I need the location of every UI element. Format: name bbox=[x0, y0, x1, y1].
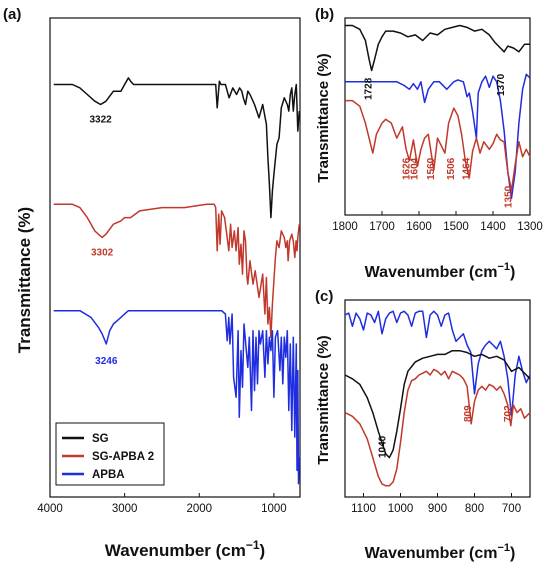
x-tick-label: 1500 bbox=[443, 221, 469, 233]
panel-c-y-axis-title: Transmittance (%) bbox=[315, 335, 332, 464]
series-apba-line bbox=[344, 310, 531, 418]
series-apba-line bbox=[53, 309, 301, 485]
x-tick-label: 1400 bbox=[480, 221, 506, 233]
x-tick-label: 1300 bbox=[517, 221, 543, 233]
panel-b-plot: 1800 1700 1600 1500 1400 1300 1728 1370 16261604… bbox=[332, 17, 543, 233]
peak-label: 3246 bbox=[95, 356, 118, 367]
x-tick-label: 4000 bbox=[37, 503, 63, 515]
x-tick-label: 1700 bbox=[369, 221, 395, 233]
legend: SG SG-APBA 2 APBA bbox=[55, 422, 165, 486]
peak-label: 3322 bbox=[89, 114, 112, 125]
x-tick-label: 1100 bbox=[351, 503, 376, 515]
series-sg-apba-2-line bbox=[53, 203, 301, 339]
x-tick-label: 2000 bbox=[186, 503, 212, 515]
panel-a-plot: 4000 3000 2000 1000 3322 3302 3246 bbox=[37, 17, 301, 515]
x-tick-label: 1000 bbox=[388, 503, 414, 515]
x-tick-label: 3000 bbox=[112, 503, 138, 515]
panel-a-x-axis-title: Wavenumber (cm−1) bbox=[105, 538, 265, 560]
plot-frame bbox=[49, 17, 301, 498]
plot-frame bbox=[344, 299, 531, 498]
peak-label: 702 bbox=[503, 405, 514, 422]
peak-label: 1560 bbox=[426, 157, 437, 180]
panel-a-y-axis-title: Transmittance (%) bbox=[15, 207, 34, 353]
x-tick-label: 1600 bbox=[406, 221, 432, 233]
peak-label: 1626 bbox=[401, 157, 412, 180]
x-tick-label: 800 bbox=[465, 503, 484, 515]
panel-c-x-axis-title: Wavenumber (cm−1) bbox=[365, 542, 516, 562]
x-tick-label: 700 bbox=[502, 503, 521, 515]
panel-b-y-axis-title: Transmittance (%) bbox=[315, 53, 332, 182]
peak-label: 1040 bbox=[378, 435, 389, 458]
panel-a-label: (a) bbox=[3, 6, 21, 23]
series-sg-apba-2-line bbox=[344, 368, 531, 487]
x-tick-label: 1000 bbox=[261, 503, 287, 515]
legend-entry: APBA bbox=[92, 469, 125, 481]
x-tick-label: 900 bbox=[428, 503, 447, 515]
series-sg-line bbox=[53, 77, 301, 219]
peak-label: 1350 bbox=[504, 185, 515, 208]
panel-c-plot: 1100 1000 900 800 700 1040 809 702 bbox=[344, 299, 531, 515]
series-sg-line bbox=[345, 24, 530, 72]
peak-label: 1506 bbox=[446, 157, 457, 180]
peak-label: 3302 bbox=[91, 248, 114, 259]
legend-entry: SG bbox=[92, 433, 109, 445]
peak-label: 1604 bbox=[410, 157, 421, 180]
series-sg-line bbox=[344, 349, 531, 459]
panel-c-label: (c) bbox=[315, 288, 333, 305]
peak-label: 809 bbox=[463, 405, 474, 422]
plot-frame bbox=[344, 17, 531, 216]
peak-label: 1370 bbox=[496, 73, 507, 96]
peak-label: 1728 bbox=[364, 77, 375, 100]
x-tick-label: 1800 bbox=[332, 221, 358, 233]
panel-b-x-axis-title: Wavenumber (cm−1) bbox=[365, 261, 516, 281]
series-sg-apba-2-line bbox=[345, 99, 531, 192]
peak-label: 1464 bbox=[461, 157, 472, 180]
panel-b-label: (b) bbox=[315, 6, 334, 23]
legend-entry: SG-APBA 2 bbox=[92, 451, 154, 463]
